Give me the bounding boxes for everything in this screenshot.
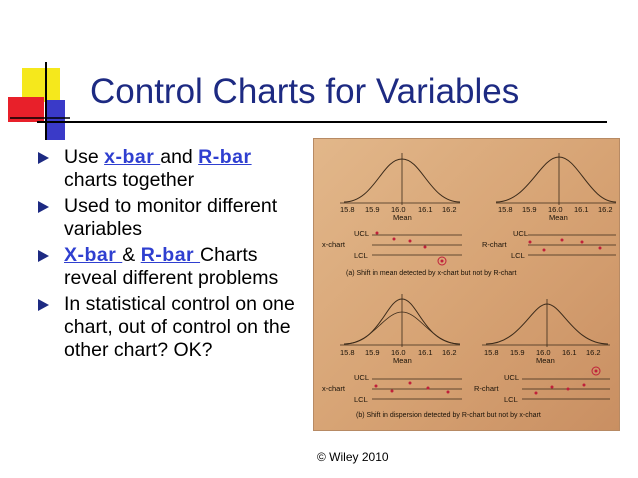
- data-point: [542, 248, 546, 252]
- axis-tick: 15.9: [365, 205, 380, 214]
- bullet-text: and: [160, 146, 199, 168]
- bullet-text: Charts reveal different problems: [64, 244, 279, 289]
- data-point: [374, 384, 378, 388]
- keyword-link[interactable]: R-bar: [140, 244, 201, 266]
- data-point: [446, 390, 450, 394]
- axis-tick: 16.1: [562, 348, 577, 357]
- ucl-label: UCL: [354, 373, 369, 382]
- data-point: [392, 237, 396, 241]
- panel-a-left-distribution: [340, 153, 461, 205]
- bullet-text: In statistical control on one chart, out…: [64, 293, 295, 361]
- lcl-label: LCL: [354, 395, 368, 404]
- caption-a: (a) Shift in mean detected by x-chart bu…: [346, 270, 516, 277]
- ucl-label: UCL: [354, 229, 369, 238]
- lcl-label: LCL: [504, 395, 518, 404]
- axis-tick: 16.0: [536, 348, 551, 357]
- lcl-label: LCL: [511, 251, 525, 260]
- lcl-label: LCL: [354, 251, 368, 260]
- bullet-item: Use x-bar and R-bar charts together: [38, 146, 308, 192]
- axis-tick: 16.2: [586, 348, 601, 357]
- mean-label: Mean: [536, 356, 555, 365]
- bullet-text: Use: [64, 146, 105, 168]
- data-point: [550, 385, 554, 389]
- mean-label: Mean: [393, 356, 412, 365]
- axis-tick: 15.9: [365, 348, 380, 357]
- axis-tick: 15.8: [498, 205, 513, 214]
- caption-b: (b) Shift in dispersion detected by R-ch…: [356, 412, 541, 419]
- xchart-label: x-chart: [322, 384, 346, 393]
- bullet-item: X-bar & R-bar Charts reveal different pr…: [38, 244, 308, 290]
- data-point: [582, 383, 586, 387]
- axis-tick: 15.8: [340, 205, 355, 214]
- title-divider: [37, 121, 607, 123]
- axis-tick: 16.2: [442, 348, 457, 357]
- ucl-label: UCL: [513, 229, 528, 238]
- mean-label: Mean: [393, 213, 412, 222]
- bullet-item: Used to monitor different variables: [38, 195, 308, 241]
- xchart-label: x-chart: [322, 240, 346, 249]
- axis-tick: 16.0: [391, 348, 406, 357]
- panel-b-left-distribution: [340, 294, 461, 347]
- axis-tick: 16.2: [442, 205, 457, 214]
- bullet-list: Use x-bar and R-bar charts together Used …: [38, 146, 308, 365]
- data-point: [528, 240, 532, 244]
- data-point: [408, 239, 412, 243]
- out-of-control-point: [437, 256, 447, 266]
- data-point: [534, 391, 538, 395]
- data-point: [375, 231, 379, 235]
- mean-label: Mean: [549, 213, 568, 222]
- data-point: [560, 238, 564, 242]
- copyright-credit: © Wiley 2010: [317, 450, 389, 464]
- panel-a-right-distribution: [495, 153, 617, 205]
- axis-tick: 15.9: [522, 205, 537, 214]
- control-chart-figure: 15.8 15.9 16.0 16.1 16.2 Mean 15.8 15.9 …: [313, 138, 620, 431]
- keyword-link[interactable]: X-bar: [64, 244, 123, 266]
- axis-tick: 16.1: [418, 205, 433, 214]
- axis-tick: 15.8: [340, 348, 355, 357]
- keyword-link[interactable]: x-bar: [104, 146, 161, 168]
- axis-tick: 16.0: [391, 205, 406, 214]
- data-point: [566, 387, 570, 391]
- ucl-label: UCL: [504, 373, 519, 382]
- axis-tick: 15.8: [484, 348, 499, 357]
- data-point: [426, 386, 430, 390]
- rchart-label: R-chart: [482, 240, 508, 249]
- out-of-control-point: [591, 366, 601, 376]
- data-point: [408, 381, 412, 385]
- keyword-link[interactable]: R-bar: [198, 146, 252, 168]
- data-point: [598, 246, 602, 250]
- bullet-item: In statistical control on one chart, out…: [38, 293, 308, 362]
- rchart-label: R-chart: [474, 384, 500, 393]
- bullet-text: &: [122, 244, 141, 266]
- axis-tick: 16.2: [598, 205, 613, 214]
- data-point: [423, 245, 427, 249]
- axis-tick: 16.1: [418, 348, 433, 357]
- data-point: [580, 240, 584, 244]
- axis-tick: 15.9: [510, 348, 525, 357]
- decorative-logo-icon: [0, 0, 90, 140]
- bullet-text: Used to monitor different variables: [64, 195, 278, 240]
- bullet-text: charts together: [64, 169, 195, 191]
- panel-b-right-distribution: [482, 299, 610, 347]
- axis-tick: 16.1: [574, 205, 589, 214]
- data-point: [390, 389, 394, 393]
- slide-title: Control Charts for Variables: [90, 72, 520, 111]
- axis-tick: 16.0: [548, 205, 563, 214]
